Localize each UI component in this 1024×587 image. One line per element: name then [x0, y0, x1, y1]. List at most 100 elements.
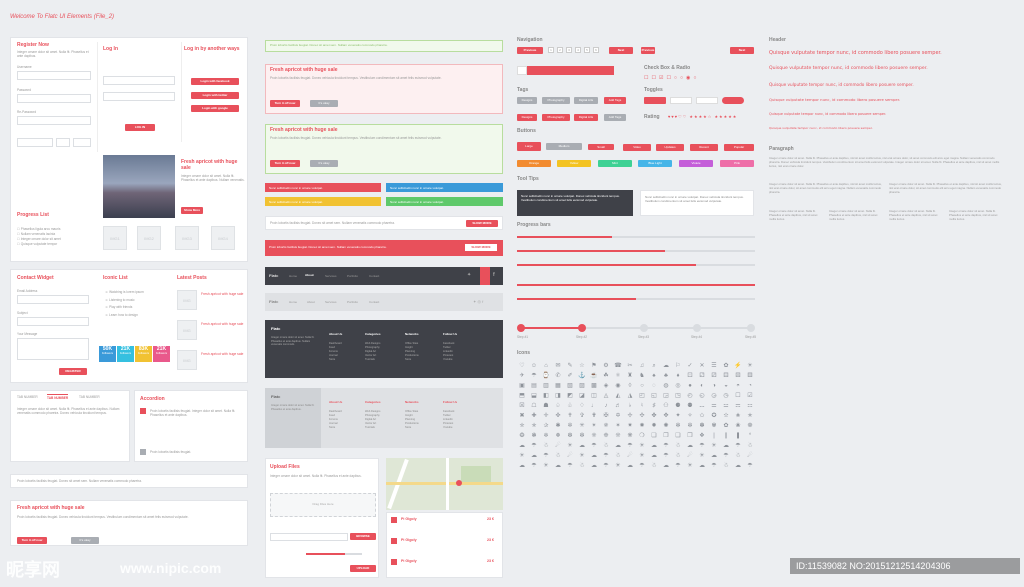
step-4-dot[interactable]	[693, 324, 701, 332]
page-4[interactable]: 4	[575, 47, 581, 53]
btn-orange[interactable]: Orange	[517, 160, 551, 167]
twitter-login-button[interactable]: Login with twitter	[191, 92, 239, 99]
step-5-dot[interactable]	[747, 324, 755, 332]
btn-medium[interactable]: Medium	[546, 143, 582, 150]
tag-photography[interactable]: Photography	[542, 97, 570, 104]
login-username-input[interactable]	[103, 76, 175, 85]
contact-message-textarea[interactable]	[17, 338, 89, 360]
login-button[interactable]: LOG IN	[125, 124, 155, 131]
accordion-item-closed[interactable]	[140, 449, 146, 455]
tab-1[interactable]: TAB NUMBER	[17, 395, 38, 399]
tag-digital-arts[interactable]: Digital Arts	[574, 97, 598, 104]
steps-track	[522, 327, 750, 329]
nav-dark-home[interactable]: Home	[289, 274, 298, 278]
next-button-2[interactable]: Next	[730, 47, 754, 54]
btn-popular[interactable]: Popular	[724, 144, 754, 151]
page-5[interactable]: 5	[584, 47, 590, 53]
stat-followers-4: 21K Followers	[153, 346, 170, 362]
show-more-button-2[interactable]: SHOW MORE	[465, 244, 497, 251]
step-1-dot[interactable]	[517, 324, 525, 332]
latest-heading: Latest Posts	[177, 275, 207, 281]
btn-recent[interactable]: Recent	[690, 144, 718, 151]
show-more-button-1[interactable]: SHOW MORE	[466, 220, 498, 227]
facebook-icon[interactable]: f	[493, 272, 495, 278]
tab-3[interactable]: TAB NUMBER	[79, 395, 100, 399]
btn-violete[interactable]: Violete	[679, 160, 713, 167]
social-red-tile[interactable]	[480, 267, 490, 285]
success-turn-off-button[interactable]: Turn it off now	[270, 160, 300, 167]
toggle-4[interactable]	[722, 97, 744, 104]
contact-submit-button[interactable]: REGISTER	[59, 368, 87, 375]
page-1[interactable]: 1	[548, 47, 554, 53]
page-3[interactable]: 3	[566, 47, 572, 53]
tag-digital-arts-2[interactable]: Digital Arts	[574, 114, 598, 121]
btn-blue-light[interactable]: Blue Light	[638, 160, 672, 167]
file-drop-zone[interactable]: Drag Files Here	[270, 493, 376, 517]
btn-yellow[interactable]: Yellow	[557, 160, 591, 167]
dob-year-select[interactable]	[73, 138, 91, 147]
password-input[interactable]	[17, 94, 91, 103]
nav-light-services[interactable]: Services	[325, 300, 337, 304]
page-2[interactable]: 2	[557, 47, 563, 53]
toggle-1[interactable]	[644, 97, 666, 104]
error-okay-button[interactable]: It's okay	[310, 100, 338, 107]
buttons-heading: Buttons	[517, 128, 536, 134]
contact-email-input[interactable]	[17, 295, 89, 304]
login-heading: Log In	[103, 46, 118, 52]
error-turn-off-button[interactable]: Turn it off now	[270, 100, 300, 107]
progress-bars-heading: Progress bars	[517, 222, 551, 228]
paragraph-col-5: Integer ornare dolor sit amet. Nulla fit…	[889, 209, 938, 221]
prev-button-2[interactable]: Previous	[641, 47, 655, 54]
tag-designs-2[interactable]: Designs	[517, 114, 537, 121]
nav-dark-portfolio[interactable]: Portfolio	[347, 274, 359, 278]
btn-video[interactable]: Video	[623, 144, 651, 151]
browse-button[interactable]: BROWSE	[350, 533, 376, 540]
repassword-input[interactable]	[17, 116, 91, 125]
dob-day-select[interactable]	[17, 138, 53, 147]
btn-mint[interactable]: Mint	[598, 160, 632, 167]
prev-button-1[interactable]: Previous	[517, 47, 543, 54]
toggle-3[interactable]	[696, 97, 718, 104]
nav-dark-contact[interactable]: Contact	[369, 274, 380, 278]
step-3-dot[interactable]	[640, 324, 648, 332]
rating-stars[interactable]: ♥♥♥♡♡ ★★★★☆ ★★★★★	[668, 114, 738, 119]
nav-light-about[interactable]: About	[307, 300, 315, 304]
checkbox-row[interactable]: ☐☐☑☐○○◉○	[644, 75, 700, 81]
upload-file-input[interactable]	[270, 533, 348, 541]
tab-2[interactable]: TAB NUMBER	[47, 394, 69, 400]
btn-updates[interactable]: Updates	[656, 144, 684, 151]
tag-add[interactable]: Add Tags	[604, 97, 626, 104]
next-button-1[interactable]: Next	[609, 47, 633, 54]
map[interactable]	[386, 458, 503, 510]
nav-dark-services[interactable]: Services	[325, 274, 337, 278]
blog-show-more-button[interactable]: Show More	[181, 207, 203, 214]
upload-button[interactable]: UPLOAD	[350, 565, 376, 572]
dob-month-select[interactable]	[56, 138, 70, 147]
twitter-icon[interactable]: ✦	[467, 272, 472, 278]
nav-light-portfolio[interactable]: Portfolio	[347, 300, 359, 304]
nav-dark-about[interactable]: About	[305, 273, 314, 277]
tag-photography-2[interactable]: Photography	[542, 114, 570, 121]
username-input[interactable]	[17, 71, 91, 80]
nav-light-contact[interactable]: Contact	[369, 300, 380, 304]
page-6[interactable]: 6	[593, 47, 599, 53]
btn-pink[interactable]: Pink	[720, 160, 754, 167]
contact-subject-input[interactable]	[17, 317, 89, 326]
bottom-okay-button[interactable]: It's okay	[71, 537, 99, 544]
icons-heading: Icons	[517, 350, 531, 356]
facebook-login-button[interactable]: Login with facebook	[191, 78, 239, 85]
btn-large[interactable]: Large	[517, 142, 541, 151]
step-2-dot[interactable]	[578, 324, 586, 332]
bottom-turn-off-button[interactable]: Turn it off now	[17, 537, 47, 544]
nav-light-brand: Flatc	[269, 299, 279, 304]
tag-add-2[interactable]: Add Tags	[604, 114, 626, 121]
accordion-item-open[interactable]	[140, 408, 146, 414]
toggle-2[interactable]	[670, 97, 692, 104]
footer-light: Flatc Integer ornare dolor sit amet. Nul…	[265, 388, 503, 448]
google-login-button[interactable]: Login with google	[191, 105, 239, 112]
login-password-input[interactable]	[103, 92, 175, 101]
nav-light-home[interactable]: Home	[289, 300, 298, 304]
success-okay-button[interactable]: It's okay	[310, 160, 338, 167]
btn-small[interactable]: Small	[588, 144, 614, 150]
tag-designs[interactable]: Designs	[517, 97, 537, 104]
